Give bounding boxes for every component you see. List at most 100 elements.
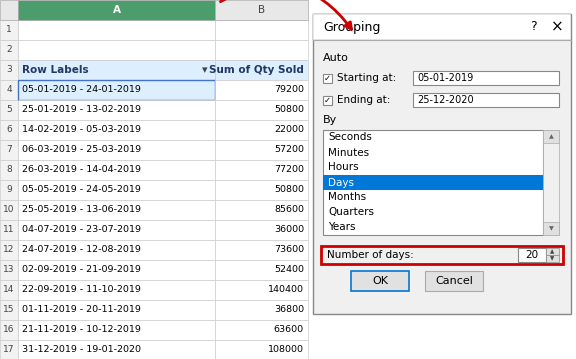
Text: 50800: 50800 [274, 186, 304, 195]
Bar [0, 280, 18, 300]
Bar [215, 240, 308, 260]
Text: 52400: 52400 [274, 266, 304, 275]
Text: OK: OK [372, 276, 388, 286]
Bar [215, 260, 308, 280]
Bar [215, 180, 308, 200]
Bar [0, 80, 18, 100]
Bar [413, 71, 559, 85]
Bar [0, 180, 18, 200]
Bar [0, 100, 18, 120]
Bar [215, 200, 308, 220]
Text: By: By [323, 115, 338, 125]
Bar [313, 14, 571, 40]
Bar [0, 140, 18, 160]
Bar [18, 180, 215, 200]
Bar [546, 255, 559, 262]
Bar [18, 100, 215, 120]
Bar [18, 160, 215, 180]
Text: B: B [258, 5, 265, 15]
Bar [0, 20, 18, 40]
Text: 79200: 79200 [274, 85, 304, 94]
Bar [18, 20, 215, 40]
Text: 25-12-2020: 25-12-2020 [417, 95, 473, 105]
Text: 36000: 36000 [274, 225, 304, 234]
Bar [18, 0, 215, 20]
Text: 13: 13 [3, 266, 15, 275]
Bar [0, 340, 18, 359]
Text: 6: 6 [6, 126, 12, 135]
Bar [18, 320, 215, 340]
Text: 4: 4 [6, 85, 12, 94]
Text: Number of days:: Number of days: [327, 250, 414, 260]
Bar [215, 160, 308, 180]
Text: 140400: 140400 [268, 285, 304, 294]
Text: 05-05-2019 - 24-05-2019: 05-05-2019 - 24-05-2019 [22, 186, 141, 195]
Bar [215, 320, 308, 340]
Bar [0, 120, 18, 140]
Text: 77200: 77200 [274, 165, 304, 174]
Bar [215, 280, 308, 300]
Text: 50800: 50800 [274, 106, 304, 115]
Text: 24-07-2019 - 12-08-2019: 24-07-2019 - 12-08-2019 [22, 246, 141, 255]
Bar [18, 200, 215, 220]
Text: 22000: 22000 [274, 126, 304, 135]
Text: 21-11-2019 - 10-12-2019: 21-11-2019 - 10-12-2019 [22, 326, 141, 335]
Bar [351, 271, 409, 291]
Bar [215, 220, 308, 240]
Text: 12: 12 [3, 246, 14, 255]
Text: Ending at:: Ending at: [337, 95, 391, 105]
Text: Quarters: Quarters [328, 208, 374, 218]
Bar [323, 95, 332, 104]
Bar [543, 130, 559, 235]
Text: Seconds: Seconds [328, 132, 372, 143]
Text: 108000: 108000 [268, 345, 304, 354]
Text: 05-01-2019 - 24-01-2019: 05-01-2019 - 24-01-2019 [22, 85, 141, 94]
Text: Months: Months [328, 192, 366, 202]
Bar [0, 320, 18, 340]
Bar [0, 60, 18, 80]
Bar [18, 140, 215, 160]
Bar [18, 220, 215, 240]
Bar [18, 280, 215, 300]
Text: 25-01-2019 - 13-02-2019: 25-01-2019 - 13-02-2019 [22, 106, 141, 115]
Bar [0, 160, 18, 180]
Text: 85600: 85600 [274, 205, 304, 214]
Bar [413, 93, 559, 107]
Bar [0, 300, 18, 320]
FancyArrowPatch shape [221, 0, 351, 29]
Bar [215, 80, 308, 100]
Bar [321, 246, 563, 264]
Text: 05-01-2019: 05-01-2019 [417, 73, 473, 83]
Bar [18, 120, 215, 140]
Bar [0, 0, 308, 359]
Bar [18, 260, 215, 280]
Text: ▲: ▲ [548, 134, 554, 139]
Text: 5: 5 [6, 106, 12, 115]
Text: ?: ? [530, 20, 536, 33]
Bar [543, 222, 559, 235]
Bar [425, 271, 483, 291]
Text: 9: 9 [6, 186, 12, 195]
Text: Minutes: Minutes [328, 148, 369, 158]
Bar [215, 40, 308, 60]
Text: 25-05-2019 - 13-06-2019: 25-05-2019 - 13-06-2019 [22, 205, 141, 214]
Bar [18, 40, 215, 60]
Bar [215, 120, 308, 140]
Text: A: A [112, 5, 120, 15]
Bar [0, 200, 18, 220]
Bar [215, 0, 308, 20]
Text: 15: 15 [3, 306, 15, 314]
Bar [215, 60, 308, 80]
Text: ▼: ▼ [551, 256, 555, 261]
Bar [18, 340, 215, 359]
Text: 26-03-2019 - 14-04-2019: 26-03-2019 - 14-04-2019 [22, 165, 141, 174]
Text: Cancel: Cancel [435, 276, 473, 286]
Bar [0, 220, 18, 240]
Text: 04-07-2019 - 23-07-2019: 04-07-2019 - 23-07-2019 [22, 225, 141, 234]
Text: 1: 1 [6, 25, 12, 34]
Text: 01-11-2019 - 20-11-2019: 01-11-2019 - 20-11-2019 [22, 306, 141, 314]
Bar [0, 260, 18, 280]
Bar [546, 248, 559, 255]
Text: 57200: 57200 [274, 145, 304, 154]
Text: 31-12-2019 - 19-01-2020: 31-12-2019 - 19-01-2020 [22, 345, 141, 354]
